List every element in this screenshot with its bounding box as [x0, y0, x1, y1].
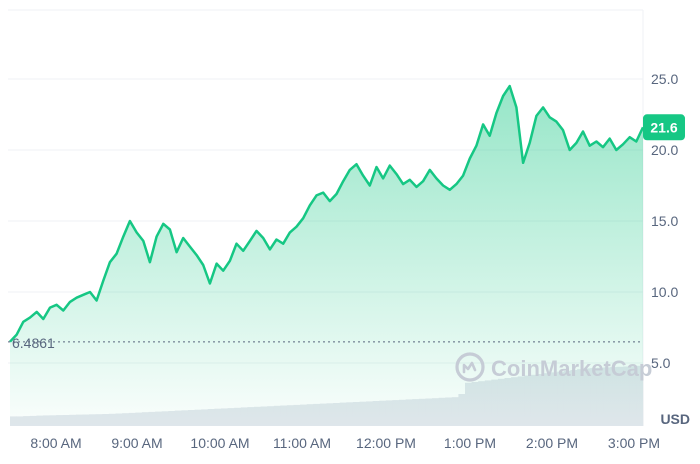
x-axis-ticks: 8:00 AM 9:00 AM 10:00 AM 11:00 AM 12:00 PM 1:…	[30, 435, 660, 451]
current-price-tag-bg	[643, 114, 685, 141]
price-line	[9, 84, 645, 343]
baseline-label: 6.4861	[12, 335, 55, 351]
price-area-fill	[10, 86, 643, 426]
y-axis-ticks: 5.0 10.0 15.0 20.0 25.0	[651, 71, 678, 371]
y-tick-label: 20.0	[651, 142, 678, 158]
x-tick-label: 10:00 AM	[190, 435, 249, 451]
x-tick-label: 2:00 PM	[526, 435, 578, 451]
y-tick-label: 15.0	[651, 213, 678, 229]
x-tick-label: 8:00 AM	[30, 435, 81, 451]
watermark-text: CoinMarketCap	[491, 356, 652, 381]
x-tick-label: 11:00 AM	[273, 435, 331, 451]
current-price-tag: 21.6	[643, 114, 685, 141]
x-tick-label: 12:00 PM	[356, 435, 416, 451]
coinmarketcap-logo-icon	[455, 352, 485, 382]
current-price-label: 21.6	[650, 119, 677, 135]
unit-label: USD	[660, 411, 690, 427]
y-tick-label: 10.0	[651, 284, 678, 300]
x-tick-label: 1:00 PM	[444, 435, 496, 451]
x-tick-label: 3:00 PM	[608, 435, 660, 451]
x-tick-label: 9:00 AM	[111, 435, 162, 451]
y-tick-label: 5.0	[651, 355, 671, 371]
coinmarketcap-watermark: CoinMarketCap	[455, 352, 652, 382]
y-tick-label: 25.0	[651, 71, 678, 87]
